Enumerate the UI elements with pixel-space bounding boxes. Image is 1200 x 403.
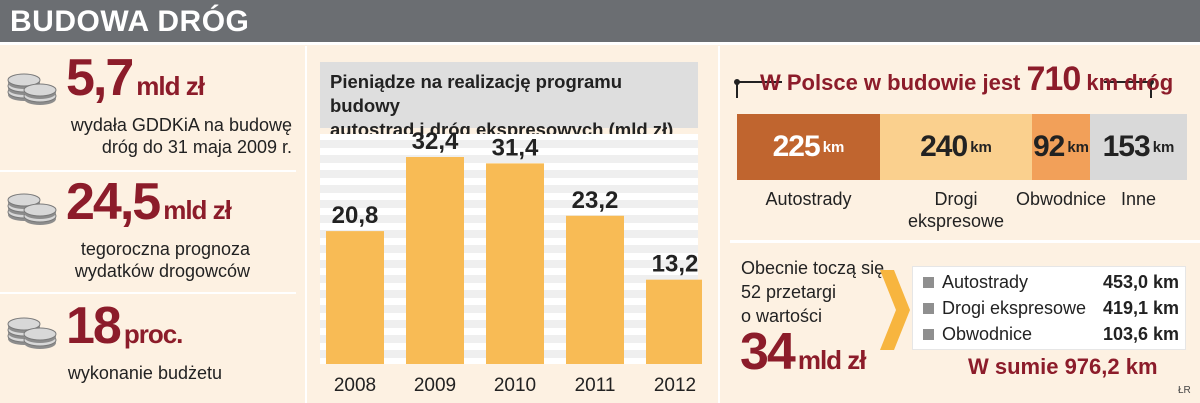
divider bbox=[0, 170, 296, 172]
stat-description: wydała GDDKiA na budowę dróg do 31 maja 2… bbox=[70, 115, 292, 157]
segment-value: 92 bbox=[1032, 130, 1065, 163]
x-tick-label: 2008 bbox=[334, 375, 376, 396]
x-tick-label: 2010 bbox=[494, 375, 536, 396]
poland-title: W Polsce w budowie jest 710 km dróg bbox=[760, 60, 1174, 98]
x-tick-label: 2012 bbox=[654, 375, 696, 396]
stat-value: 18 proc. bbox=[66, 297, 183, 355]
divider bbox=[718, 46, 720, 403]
bar-2011 bbox=[566, 215, 624, 364]
stat-description: tegoroczna prognoza wydatków drogowców bbox=[74, 239, 250, 281]
bullet-square-icon bbox=[923, 328, 934, 340]
bar-2009 bbox=[406, 157, 464, 364]
coins-icon bbox=[7, 193, 57, 225]
x-tick-label: 2011 bbox=[575, 375, 616, 396]
segment-unit: km bbox=[970, 138, 992, 156]
tenders-box: Autostrady 453,0 km Drogi ekspresowe 419… bbox=[912, 266, 1186, 350]
data-label: 23,2 bbox=[572, 187, 619, 214]
segment-label: Drogi ekspresowe bbox=[907, 189, 1005, 231]
page-title: BUDOWA DRÓG bbox=[10, 5, 250, 38]
data-label: 32,4 bbox=[412, 130, 459, 155]
segment-0: 225 km bbox=[737, 114, 880, 180]
list-item: Drogi ekspresowe 419,1 km bbox=[923, 296, 1179, 320]
list-item: Obwodnice 103,6 km bbox=[923, 322, 1179, 346]
tenders-text: Obecnie toczą się 52 przetargi o wartośc… bbox=[741, 258, 885, 326]
bar-2012 bbox=[646, 279, 702, 364]
bullet-square-icon bbox=[923, 276, 934, 288]
chart-title: Pieniądze na realizację programu budowy … bbox=[320, 62, 698, 140]
bullet-square-icon bbox=[923, 302, 934, 314]
segment-3: 153 km bbox=[1090, 114, 1187, 180]
segment-unit: km bbox=[1067, 138, 1090, 156]
bar-2008 bbox=[326, 231, 384, 364]
bar-2010 bbox=[486, 163, 544, 364]
stat-value: 5,7 mld zł bbox=[66, 49, 205, 107]
data-label: 13,2 bbox=[652, 251, 699, 278]
coins-icon bbox=[7, 317, 57, 349]
author-signature: ŁR bbox=[1178, 385, 1191, 396]
segment-value: 153 bbox=[1102, 130, 1151, 163]
segment-value: 240 bbox=[920, 130, 968, 163]
divider bbox=[305, 46, 307, 403]
header-bar: BUDOWA DRÓG bbox=[0, 0, 1200, 42]
x-tick-label: 2009 bbox=[414, 375, 456, 396]
divider bbox=[0, 292, 296, 294]
km-segment-bar: 225 km 240 km 92 km 153 km bbox=[737, 114, 1187, 180]
bar-chart: 20,8 2008 32,4 2009 31,4 2010 23,2 2011 13,2 2012 bbox=[320, 130, 702, 396]
segment-1: 240 km bbox=[880, 114, 1032, 180]
divider bbox=[0, 42, 1200, 45]
coins-icon bbox=[7, 73, 57, 105]
stat-value: 24,5 mld zł bbox=[66, 173, 232, 231]
stat-description: wykonanie budżetu bbox=[67, 363, 222, 383]
segment-label: Inne bbox=[1120, 189, 1157, 209]
segment-label: Autostrady bbox=[765, 189, 852, 209]
bracket-line bbox=[734, 79, 1154, 98]
data-label: 31,4 bbox=[492, 134, 539, 161]
divider bbox=[730, 240, 1200, 243]
segment-2: 92 km bbox=[1032, 114, 1090, 180]
segment-value: 225 bbox=[772, 130, 821, 163]
tenders-total: W sumie 976,2 km bbox=[968, 354, 1158, 379]
list-item: Autostrady 453,0 km bbox=[923, 270, 1179, 294]
arrow-right-icon bbox=[880, 270, 910, 350]
segment-label: Obwodnice bbox=[1015, 189, 1107, 209]
segment-unit: km bbox=[822, 138, 845, 156]
data-label: 20,8 bbox=[332, 202, 379, 229]
tenders-value: 34 mld zł bbox=[740, 323, 867, 381]
segment-unit: km bbox=[1152, 138, 1175, 156]
